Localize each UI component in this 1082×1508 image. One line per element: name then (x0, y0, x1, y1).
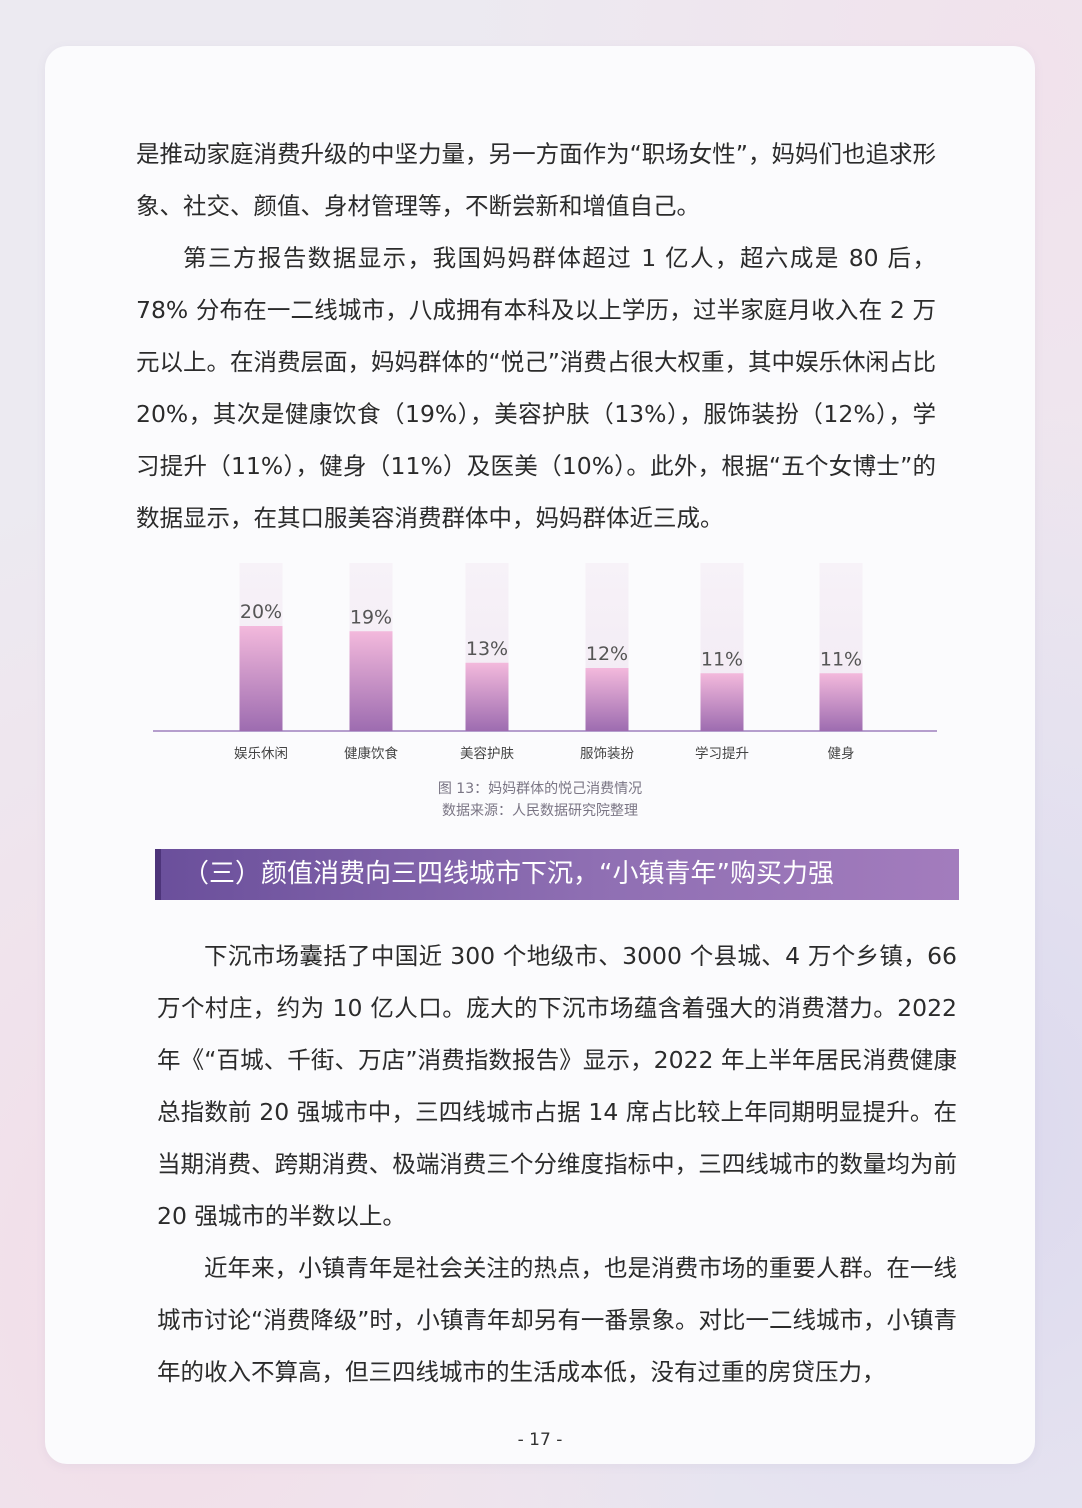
data-label: 11% (701, 648, 743, 670)
bar (585, 668, 629, 731)
data-label: 12% (586, 643, 628, 665)
data-label: 11% (820, 648, 862, 670)
category-label: 学习提升 (695, 746, 749, 762)
section-heading: （三）颜值消费向三四线城市下沉，“小镇青年”购买力强 (183, 859, 834, 889)
page-number: - 17 - (517, 1430, 563, 1450)
figure-caption: 图 13：妈妈群体的悦己消费情况 (437, 781, 643, 797)
body-paragraph-3: 下沉市场囊括了中国近 300 个地级市、3000 个县城、4 万个乡镇，66 万… (157, 942, 957, 1230)
bar-chart: 20% 娱乐休闲 19% 健康饮食 13% 美容护肤 12% 服饰装扮 11% 学习提升 11% 健身 (150, 555, 940, 770)
bar (349, 631, 393, 731)
bar (700, 673, 744, 731)
category-label: 健身 (828, 746, 855, 762)
category-label: 美容护肤 (460, 745, 514, 762)
bar (819, 673, 863, 731)
data-label: 13% (466, 638, 508, 660)
body-paragraph-4: 近年来，小镇青年是社会关注的热点，也是消费市场的重要人群。在一线城市讨论“消费降… (157, 1254, 957, 1386)
category-label: 服饰装扮 (580, 746, 634, 762)
section-heading-bar: （三）颜值消费向三四线城市下沉，“小镇青年”购买力强 (155, 849, 959, 900)
bar-chart-svg: 20% 娱乐休闲 19% 健康饮食 13% 美容护肤 12% 服饰装扮 11% 学习提升 11% 健身 (153, 563, 937, 762)
bar (465, 662, 509, 731)
body-paragraph-1: 是推动家庭消费升级的中坚力量，另一方面作为“职场女性”，妈妈们也追求形象、社交、… (136, 140, 936, 220)
data-label: 19% (350, 606, 392, 628)
data-label: 20% (240, 601, 282, 623)
section-heading-accent (155, 849, 161, 900)
figure-source: 数据来源：人民数据研究院整理 (442, 803, 638, 819)
page-card (45, 46, 1035, 1464)
bar (239, 626, 283, 731)
category-label: 健康饮食 (344, 745, 398, 762)
category-label: 娱乐休闲 (234, 746, 288, 762)
body-paragraph-2: 第三方报告数据显示，我国妈妈群体超过 1 亿人，超六成是 80 后，78% 分布… (136, 244, 936, 532)
